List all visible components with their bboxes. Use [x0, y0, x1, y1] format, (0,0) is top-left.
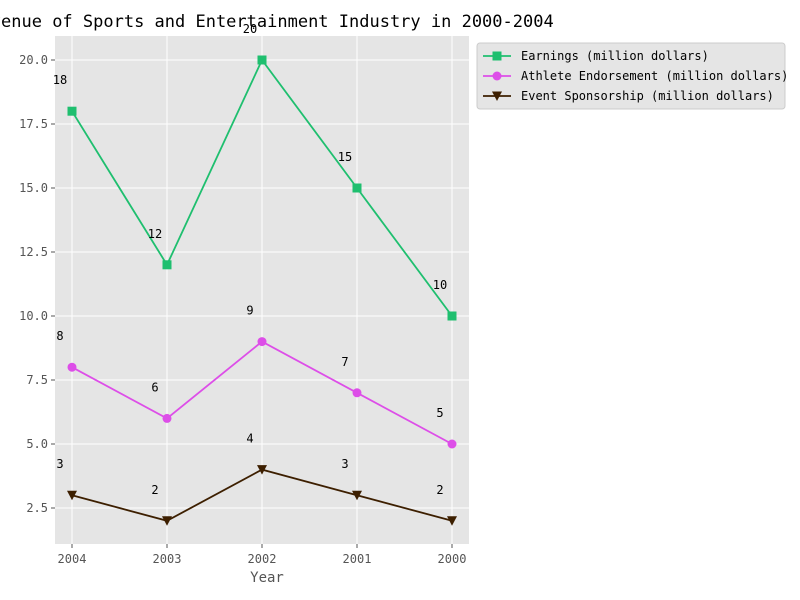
- x-tick-label: 2003: [153, 552, 182, 566]
- data-label: 10: [433, 278, 447, 292]
- series-0: [67, 55, 457, 321]
- legend-box: [476, 42, 786, 110]
- data-point: [352, 388, 362, 398]
- series-layer: [67, 55, 457, 526]
- data-point: [257, 465, 267, 475]
- data-point: [67, 106, 77, 116]
- chart-title: Revenue of Sports and Entertainment Indu…: [0, 12, 554, 32]
- legend-marker: [492, 71, 502, 81]
- data-label: 3: [341, 457, 348, 471]
- data-label: 2: [151, 483, 158, 497]
- legend-marker: [492, 51, 502, 61]
- data-point: [352, 183, 362, 193]
- data-point: [352, 490, 362, 501]
- legend-marker: [492, 91, 502, 101]
- data-label: 20: [243, 22, 257, 36]
- data-label: 8: [56, 329, 63, 343]
- y-tick-label: 5.0: [26, 437, 48, 451]
- series-2: [67, 465, 457, 526]
- legend-label: Athlete Endorsement (million dollars): [521, 69, 788, 83]
- legend-label: Event Sponsorship (million dollars): [521, 89, 774, 103]
- x-tick-label: 2002: [248, 552, 277, 566]
- data-label: 2: [436, 483, 443, 497]
- data-label: 3: [56, 457, 63, 471]
- y-tick-label: 10.0: [19, 309, 48, 323]
- data-point: [257, 337, 267, 347]
- legend-item: Athlete Endorsement (million dollars): [483, 69, 788, 83]
- y-tick-label: 2.5: [26, 501, 48, 515]
- data-point: [447, 439, 457, 449]
- y-tick-label: 15.0: [19, 181, 48, 195]
- data-point: [162, 413, 172, 423]
- data-point: [447, 311, 457, 321]
- y-tick-label: 7.5: [26, 373, 48, 387]
- data-point: [67, 490, 77, 501]
- x-axis-ticks: 2004 2003 2002 2001 2000: [58, 544, 467, 566]
- x-axis-label: Year: [250, 570, 284, 586]
- legend-item: Earnings (million dollars): [483, 49, 709, 63]
- data-point: [162, 260, 172, 270]
- legend: Earnings (million dollars) Athlete Endors…: [476, 42, 788, 110]
- data-point: [67, 362, 77, 372]
- data-point: [447, 516, 457, 526]
- y-axis-ticks: 2.5 5.0 7.5 10.0 12.5 15.0 17.5 20.0: [19, 53, 55, 515]
- data-label: 15: [338, 150, 352, 164]
- x-tick-label: 2004: [58, 552, 87, 566]
- data-point: [162, 516, 172, 526]
- data-labels: 18 12 20 15 10 8 6 9 7 5 3 2 4 3 2: [53, 22, 447, 497]
- data-label: 9: [246, 304, 253, 318]
- x-tick-label: 2001: [343, 552, 372, 566]
- data-label: 5: [436, 406, 443, 420]
- y-tick-label: 12.5: [19, 245, 48, 259]
- grid-lines: [55, 36, 469, 544]
- y-tick-label: 17.5: [19, 117, 48, 131]
- data-point: [257, 55, 267, 65]
- data-label: 4: [246, 432, 253, 446]
- y-tick-label: 20.0: [19, 53, 48, 67]
- data-label: 18: [53, 73, 67, 87]
- legend-label: Earnings (million dollars): [521, 49, 709, 63]
- series-1: [67, 337, 457, 449]
- data-label: 7: [341, 355, 348, 369]
- x-tick-label: 2000: [438, 552, 467, 566]
- legend-item: Event Sponsorship (million dollars): [483, 89, 774, 103]
- data-label: 6: [151, 380, 158, 394]
- data-label: 12: [148, 227, 162, 241]
